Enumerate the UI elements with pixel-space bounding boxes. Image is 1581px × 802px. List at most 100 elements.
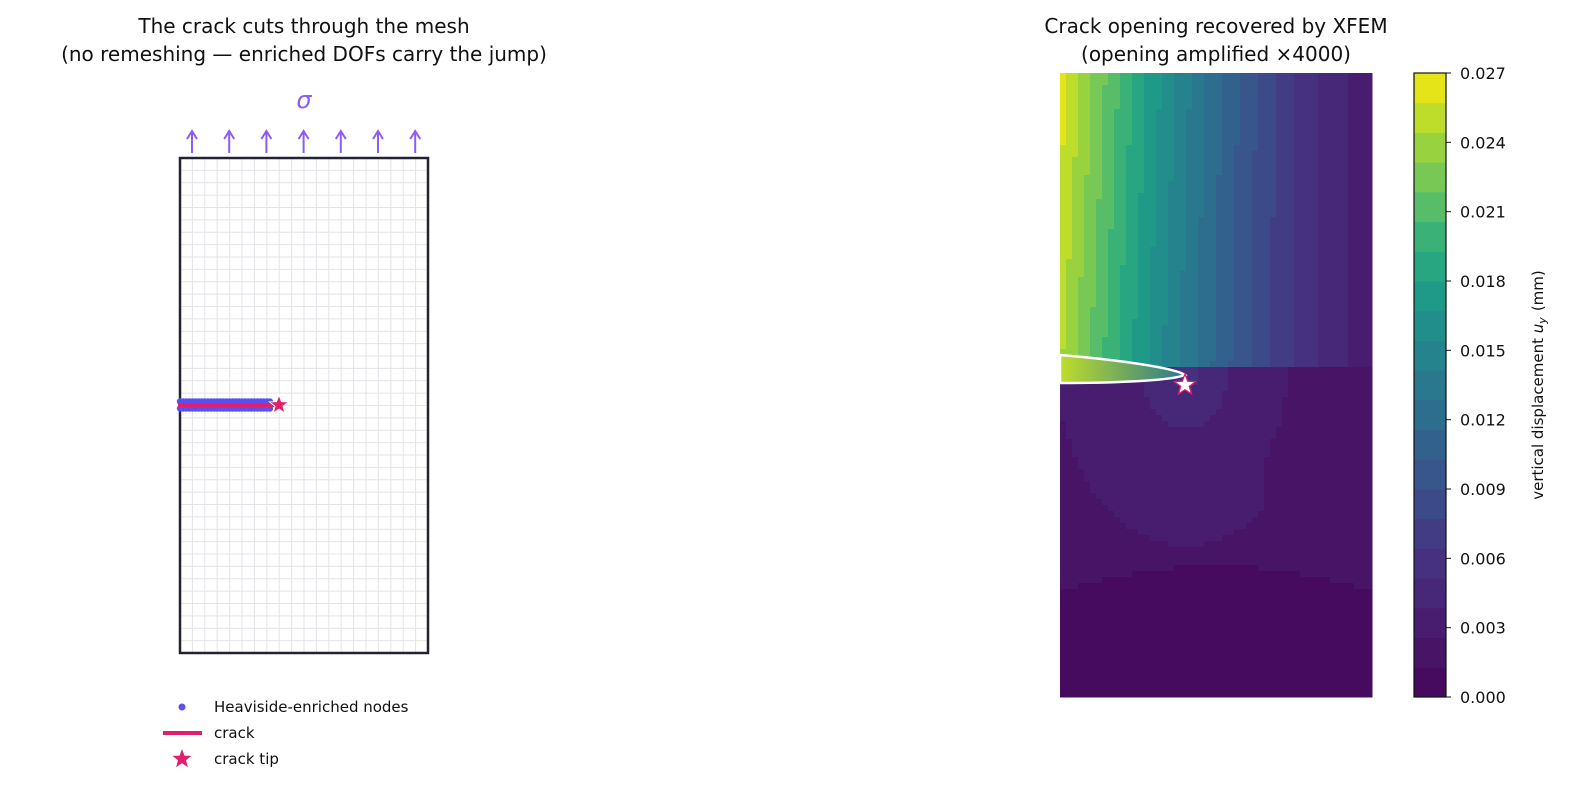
contour-cell: [1096, 163, 1103, 170]
contour-cell: [1228, 205, 1235, 212]
contour-cell: [1090, 85, 1097, 92]
contour-cell: [1240, 541, 1247, 548]
contour-cell: [1234, 289, 1241, 296]
contour-cell: [1336, 97, 1343, 104]
contour-cell: [1126, 163, 1133, 170]
contour-cell: [1294, 409, 1301, 416]
contour-cell: [1198, 253, 1205, 260]
contour-cell: [1240, 127, 1247, 134]
contour-cell: [1150, 73, 1157, 80]
contour-cell: [1162, 469, 1169, 476]
contour-cell: [1276, 475, 1283, 482]
contour-cell: [1066, 421, 1073, 428]
contour-cell: [1216, 511, 1223, 518]
contour-cell: [1312, 259, 1319, 266]
contour-cell: [1186, 217, 1193, 224]
contour-cell: [1066, 643, 1073, 650]
contour-cell: [1090, 475, 1097, 482]
contour-cell: [1108, 205, 1115, 212]
contour-cell: [1108, 439, 1115, 446]
contour-cell: [1210, 259, 1217, 266]
contour-cell: [1084, 283, 1091, 290]
contour-cell: [1132, 415, 1139, 422]
contour-cell: [1120, 349, 1127, 356]
contour-cell: [1252, 433, 1259, 440]
contour-cell: [1204, 241, 1211, 248]
contour-cell: [1306, 151, 1313, 158]
contour-cell: [1192, 139, 1199, 146]
contour-cell: [1138, 193, 1145, 200]
contour-cell: [1330, 559, 1337, 566]
contour-cell: [1282, 397, 1289, 404]
contour-cell: [1228, 361, 1235, 368]
contour-cell: [1132, 181, 1139, 188]
contour-cell: [1192, 553, 1199, 560]
contour-cell: [1096, 79, 1103, 86]
contour-cell: [1336, 157, 1343, 164]
contour-cell: [1096, 145, 1103, 152]
contour-cell: [1102, 571, 1109, 578]
contour-cell: [1294, 193, 1301, 200]
contour-cell: [1060, 289, 1067, 296]
contour-cell: [1264, 661, 1271, 668]
contour-cell: [1186, 73, 1193, 80]
contour-cell: [1150, 241, 1157, 248]
contour-cell: [1318, 343, 1325, 350]
contour-cell: [1144, 577, 1151, 584]
contour-cell: [1246, 109, 1253, 116]
contour-cell: [1336, 229, 1343, 236]
contour-cell: [1300, 403, 1307, 410]
contour-cell: [1096, 583, 1103, 590]
contour-cell: [1300, 475, 1307, 482]
contour-cell: [1234, 259, 1241, 266]
contour-cell: [1096, 193, 1103, 200]
contour-cell: [1084, 433, 1091, 440]
contour-cell: [1150, 481, 1157, 488]
contour-cell: [1246, 73, 1253, 80]
contour-cell: [1324, 169, 1331, 176]
contour-cell: [1072, 121, 1079, 128]
contour-cell: [1222, 295, 1229, 302]
contour-cell: [1270, 493, 1277, 500]
contour-cell: [1306, 223, 1313, 230]
contour-cell: [1084, 115, 1091, 122]
contour-cell: [1324, 157, 1331, 164]
contour-cell: [1258, 535, 1265, 542]
contour-cell: [1192, 505, 1199, 512]
contour-cell: [1186, 133, 1193, 140]
contour-cell: [1282, 247, 1289, 254]
contour-cell: [1216, 433, 1223, 440]
contour-cell: [1090, 619, 1097, 626]
contour-cell: [1264, 451, 1271, 458]
contour-cell: [1126, 457, 1133, 464]
contour-cell: [1066, 559, 1073, 566]
contour-cell: [1090, 205, 1097, 212]
contour-cell: [1264, 379, 1271, 386]
contour-cell: [1246, 163, 1253, 170]
contour-cell: [1072, 295, 1079, 302]
contour-cell: [1138, 247, 1145, 254]
contour-cell: [1162, 235, 1169, 242]
contour-cell: [1138, 325, 1145, 332]
contour-cell: [1312, 541, 1319, 548]
contour-cell: [1060, 673, 1067, 680]
contour-cell: [1204, 85, 1211, 92]
contour-cell: [1288, 547, 1295, 554]
contour-cell: [1198, 211, 1205, 218]
contour-cell: [1228, 691, 1235, 698]
contour-cell: [1132, 661, 1139, 668]
contour-cell: [1252, 595, 1259, 602]
contour-cell: [1168, 289, 1175, 296]
contour-cell: [1234, 637, 1241, 644]
contour-cell: [1294, 553, 1301, 560]
contour-cell: [1144, 613, 1151, 620]
contour-cell: [1060, 625, 1067, 632]
contour-cell: [1270, 637, 1277, 644]
contour-cell: [1258, 211, 1265, 218]
contour-cell: [1180, 283, 1187, 290]
contour-cell: [1210, 439, 1217, 446]
contour-cell: [1072, 187, 1079, 194]
contour-cell: [1228, 121, 1235, 128]
contour-cell: [1126, 175, 1133, 182]
contour-cell: [1234, 415, 1241, 422]
